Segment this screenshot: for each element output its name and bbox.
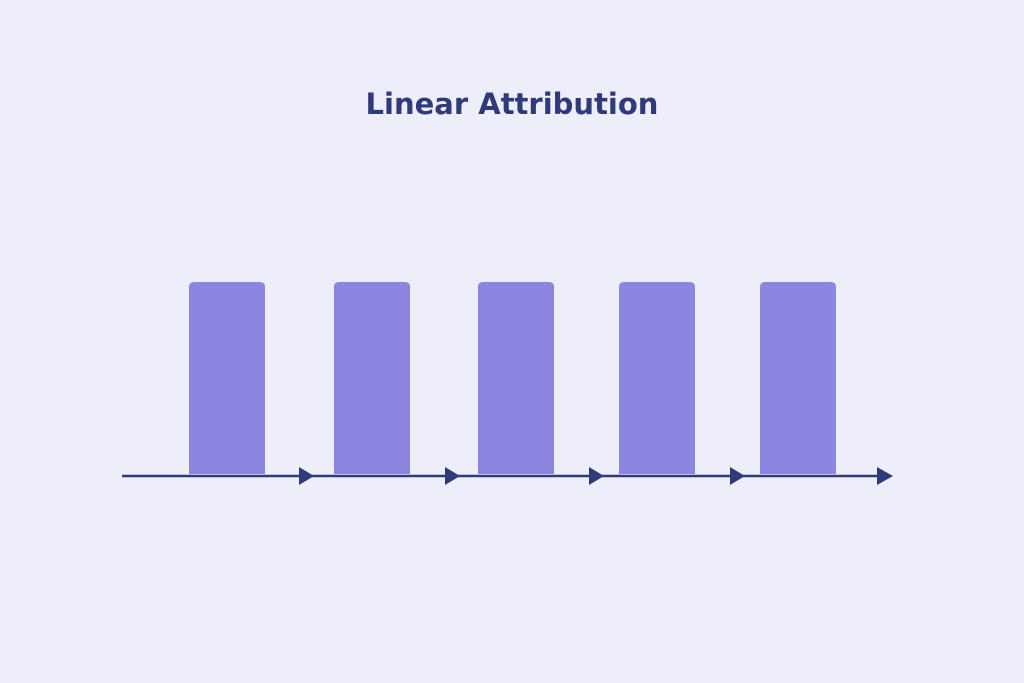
arrowhead: [445, 467, 460, 485]
touchpoint-bars: [189, 282, 836, 474]
bar: [760, 282, 836, 474]
bar: [478, 282, 554, 474]
title: Linear Attribution: [366, 87, 659, 121]
arrowhead: [299, 467, 314, 485]
arrowhead: [877, 467, 893, 485]
arrowhead: [589, 467, 604, 485]
bar: [189, 282, 265, 474]
bar: [619, 282, 695, 474]
arrowhead: [730, 467, 745, 485]
bar: [334, 282, 410, 474]
timeline: [122, 467, 893, 485]
